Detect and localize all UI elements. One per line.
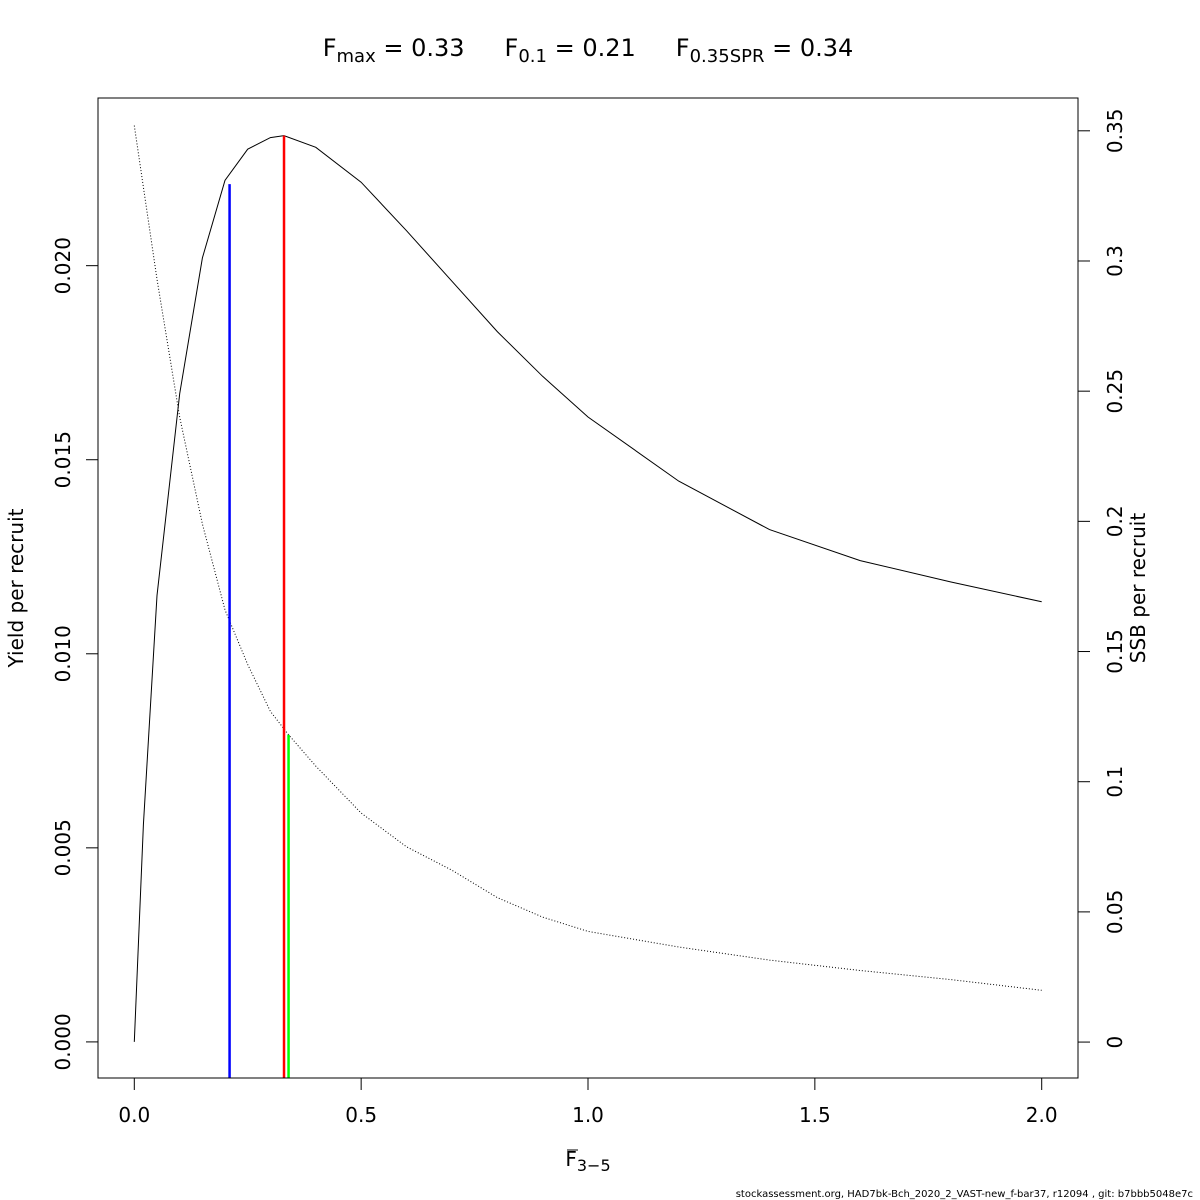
y-axis-right: 0 0.05 0.1 0.15 0.2 0.25 0.3 0.35 (1077, 109, 1127, 1049)
y-right-tick-label: 0.15 (1103, 629, 1127, 674)
y-axis-left: 0.000 0.005 0.010 0.015 0.020 (51, 237, 99, 1071)
title-subscript: 0.35SPR (690, 46, 765, 67)
y-right-tick-label: 0.25 (1103, 369, 1127, 414)
x-label-base: F (565, 1147, 577, 1171)
title-part: F (505, 34, 519, 62)
y-right-tick-label: 0 (1103, 1036, 1127, 1049)
y-right-tick-label: 0.3 (1103, 245, 1127, 277)
y-left-tick-label: 0.005 (51, 819, 75, 876)
y-right-tick-label: 0.1 (1103, 766, 1127, 798)
title-subscript: max (337, 46, 377, 67)
x-tick-label: 1.0 (572, 1103, 604, 1127)
y-left-tick-label: 0.010 (51, 625, 75, 682)
chart-title: Fmax = 0.33 F0.1 = 0.21 F0.35SPR = 0.34 (323, 34, 854, 67)
footer-note: stockassessment.org, HAD7bk-Bch_2020_2_V… (736, 1189, 1193, 1200)
title-part: F (676, 34, 690, 62)
title-subscript: 0.1 (518, 46, 547, 67)
y-right-tick-label: 0.35 (1103, 109, 1127, 154)
x-tick-label: 1.5 (799, 1103, 831, 1127)
plot-area (133, 125, 1042, 1078)
y-left-tick-label: 0.020 (51, 237, 75, 294)
x-tick-label: 2.0 (1026, 1103, 1058, 1127)
title-value: = 0.33 (376, 34, 465, 62)
y-axis-left-label: Yield per recruit (4, 508, 28, 668)
x-axis: 0.0 0.5 1.0 1.5 2.0 (118, 1077, 1058, 1127)
yield-per-recruit-line (133, 135, 1042, 1042)
title-value: = 0.34 (764, 34, 853, 62)
x-axis-label: F3−5 (565, 1147, 610, 1175)
y-left-tick-label: 0.000 (51, 1013, 75, 1070)
y-left-tick-label: 0.015 (51, 431, 75, 488)
title-value: = 0.21 (547, 34, 636, 62)
y-right-tick-label: 0.05 (1103, 890, 1127, 935)
ssb-per-recruit-line (133, 125, 1042, 991)
x-tick-label: 0.5 (345, 1103, 377, 1127)
plot-frame (97, 97, 1079, 1079)
y-axis-right-label: SSB per recruit (1126, 513, 1150, 664)
x-label-subscript: 3−5 (577, 1156, 611, 1175)
title-part: F (323, 34, 337, 62)
x-tick-label: 0.0 (118, 1103, 150, 1127)
y-right-tick-label: 0.2 (1103, 505, 1127, 537)
